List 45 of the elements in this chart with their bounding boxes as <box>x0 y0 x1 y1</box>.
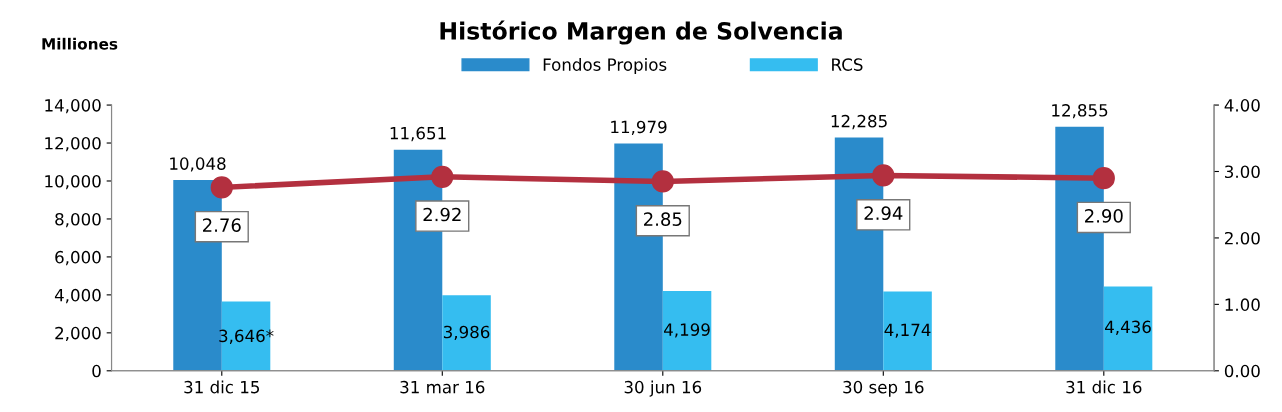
bar <box>883 291 932 371</box>
bar <box>442 295 491 371</box>
y-tick-label: 8,000 <box>55 212 101 228</box>
data-label: 4,436 <box>1105 320 1151 335</box>
data-label: 2.76 <box>203 218 241 232</box>
data-label: 3,986 <box>443 325 490 341</box>
data-label: 2.85 <box>644 212 682 226</box>
point <box>431 165 454 188</box>
x-tick-label: 30 sep 16 <box>843 380 924 397</box>
legend-label: Fondos Propios <box>543 57 667 75</box>
x-tick-label: 30 jun 16 <box>624 380 702 397</box>
y2-tick-label: 3.00 <box>1225 165 1260 179</box>
y2-tick-label: 0.00 <box>1224 364 1260 378</box>
data-label: 4,174 <box>884 323 931 338</box>
x-tick-label: 31 dic 15 <box>184 380 260 394</box>
data-label: 12,855 <box>1052 104 1108 119</box>
bar <box>662 291 712 371</box>
y-tick-label: 2,000 <box>55 326 101 342</box>
data-label: 2.90 <box>1085 209 1123 223</box>
point <box>651 170 674 193</box>
point <box>210 176 233 199</box>
x-tick-label: 31 dic 16 <box>1066 380 1142 394</box>
y-axis-title: Milliones <box>42 37 118 50</box>
data-label: 4,199 <box>664 323 710 338</box>
point <box>872 164 895 187</box>
data-label: 12,285 <box>831 114 887 130</box>
data-label: 2.94 <box>864 206 903 221</box>
y-tick-label: 0 <box>92 364 101 378</box>
data-label: 10,048 <box>170 157 226 172</box>
chart-title: Histórico Margen de Solvencia <box>440 20 842 45</box>
point <box>1092 167 1115 190</box>
y-tick-label: 4,000 <box>54 288 101 304</box>
y2-tick-label: 4.00 <box>1224 99 1260 112</box>
legend-label: RCS <box>832 58 863 71</box>
data-label: 11,651 <box>390 126 446 142</box>
y-tick-label: 10,000 <box>45 174 101 190</box>
data-label: 2.92 <box>423 207 461 222</box>
bar <box>1103 286 1153 371</box>
y-tick-label: 6,000 <box>55 250 101 266</box>
y2-tick-label: 1.00 <box>1225 298 1260 311</box>
data-label: 11,979 <box>611 120 667 135</box>
y-tick-label: 12,000 <box>45 136 101 152</box>
y-tick-label: 14,000 <box>45 99 101 114</box>
x-tick-label: 31 mar 16 <box>400 380 485 394</box>
y2-tick-label: 2.00 <box>1225 231 1260 245</box>
